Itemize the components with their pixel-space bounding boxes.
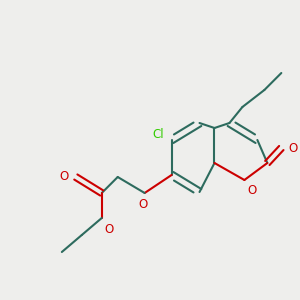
Text: Cl: Cl	[152, 128, 164, 142]
Text: O: O	[288, 142, 298, 154]
Text: O: O	[105, 223, 114, 236]
Text: O: O	[248, 184, 257, 197]
Text: O: O	[138, 198, 147, 211]
Text: O: O	[60, 170, 69, 184]
